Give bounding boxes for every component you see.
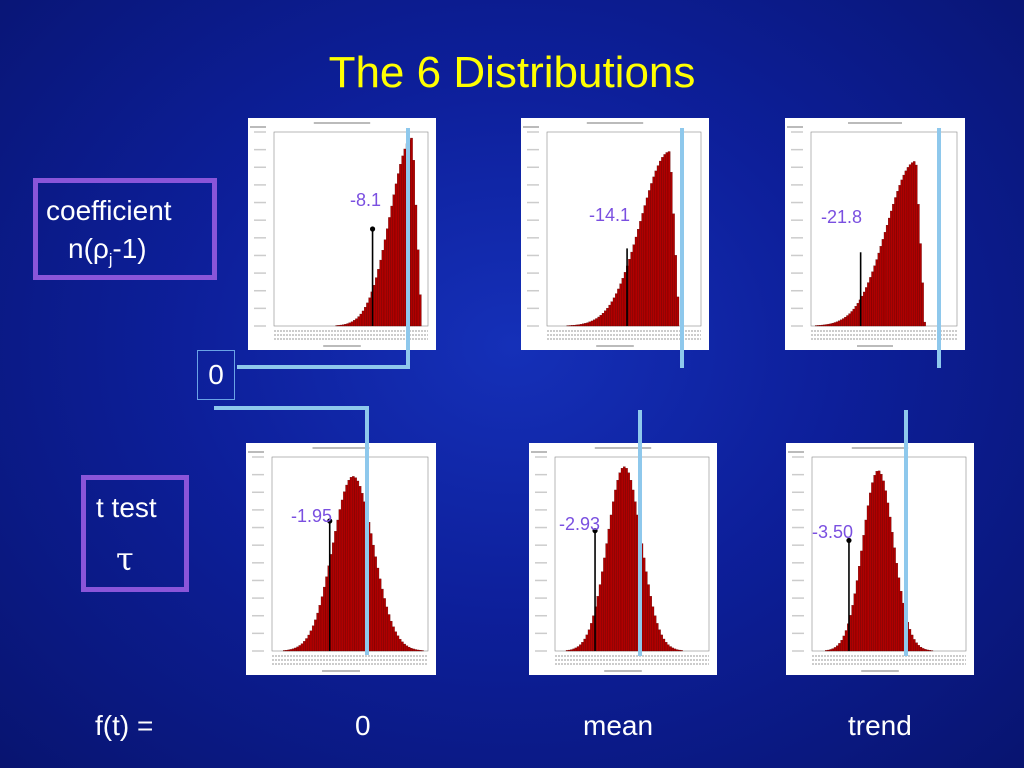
- histogram-coef-trend: [787, 122, 958, 347]
- footer-mean: mean: [583, 710, 654, 741]
- tau-symbol: τ: [116, 540, 134, 578]
- histogram-coef-mean: [523, 122, 702, 347]
- value-label-coef-mean: -14.1: [589, 205, 631, 225]
- histogram-bar: [923, 321, 926, 327]
- histogram-bar: [676, 296, 680, 327]
- ttest-label: t test: [96, 492, 157, 523]
- formula-rho: ρ: [92, 233, 109, 264]
- histogram-panel-coef-zero: [248, 118, 436, 350]
- value-label-coef-zero: -8.1: [350, 190, 382, 210]
- histogram-bar: [421, 650, 424, 652]
- histogram-tau-trend: [788, 447, 967, 672]
- value-label-tau-zero: -1.95: [291, 506, 333, 526]
- histogram-panel-coef-mean: [521, 118, 709, 350]
- histogram-bar: [680, 650, 683, 652]
- value-label-coef-trend: -21.8: [821, 207, 863, 227]
- histogram-panel-tau-trend: [786, 443, 974, 675]
- histogram-tau-mean: [531, 447, 710, 672]
- histogram-panel-tau-mean: [529, 443, 717, 675]
- statistic-marker-dot: [327, 518, 333, 524]
- zero-label-box: 0: [197, 350, 235, 400]
- footer-trend: trend: [848, 710, 912, 741]
- histogram-bar: [416, 249, 420, 327]
- connector-zero-top: [237, 128, 410, 369]
- coefficient-formula: n(ρj-1): [68, 233, 147, 270]
- statistic-marker-dot: [846, 537, 852, 544]
- value-label-tau-mean: -2.93: [559, 514, 601, 534]
- formula-n: n(: [68, 233, 93, 264]
- formula-tail: -1): [112, 233, 147, 264]
- footer-ft-label: f(t) =: [95, 710, 154, 741]
- histogram-bar: [921, 282, 924, 327]
- statistic-marker-dot: [592, 528, 598, 534]
- value-label-tau-trend: -3.50: [812, 522, 854, 542]
- slide-title: The 6 Distributions: [328, 48, 696, 97]
- histogram-panel-coef-trend: [785, 118, 965, 350]
- ttest-label-box: t test τ: [81, 475, 189, 592]
- histogram-panel-tau-zero: [246, 443, 436, 675]
- histogram-bar: [674, 255, 677, 327]
- coefficient-label-box: coefficient n(ρj-1): [33, 178, 217, 280]
- coefficient-label: coefficient: [46, 195, 172, 226]
- formula-sub-j: j: [108, 251, 113, 269]
- histogram-bar: [419, 294, 422, 327]
- statistic-marker-dot: [369, 226, 376, 232]
- connector-zero-bottom: [214, 406, 369, 655]
- footer-zero: 0: [355, 710, 371, 741]
